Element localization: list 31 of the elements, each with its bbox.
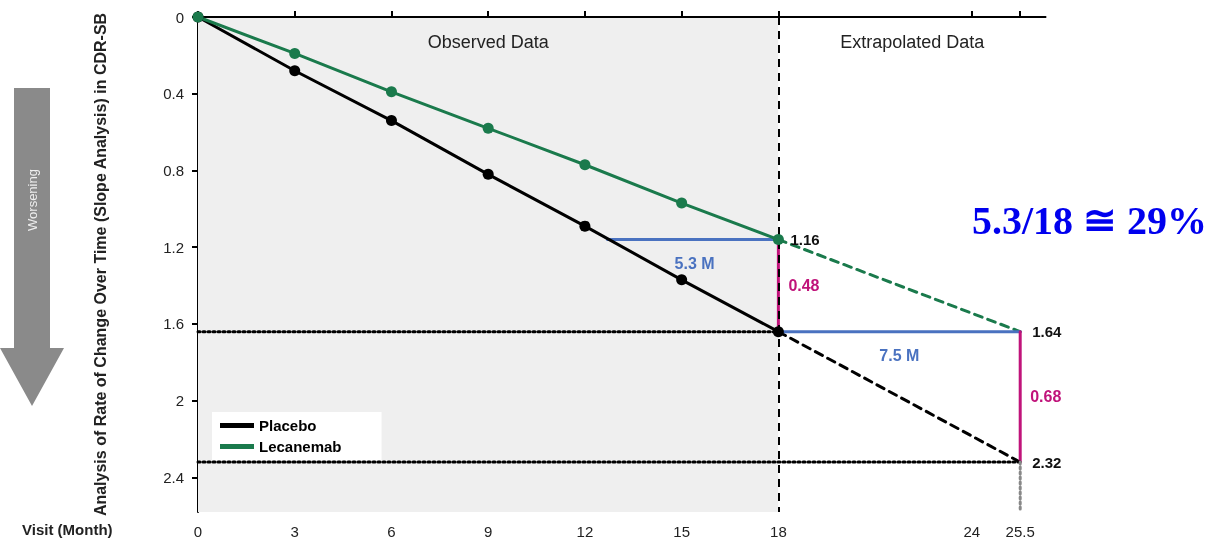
data-label: 1.64 bbox=[1032, 323, 1063, 341]
annotation: 0.68 bbox=[1030, 388, 1062, 406]
y-tick-label: 1.6 bbox=[163, 315, 184, 333]
x-tick-label: 9 bbox=[484, 523, 493, 540]
x-tick-label: 3 bbox=[290, 523, 299, 540]
x-tick-label: 0 bbox=[193, 523, 203, 540]
y-tick-label: 0.4 bbox=[163, 85, 184, 103]
legend-label: Lecanemab bbox=[259, 438, 342, 455]
x-tick-label: 18 bbox=[770, 523, 787, 540]
annotation: 7.5 M bbox=[879, 347, 920, 365]
x-tick-label: 15 bbox=[673, 523, 690, 540]
y-axis-title: Analysis of Rate of Change Over Time (Slope Analysis) in CDR-SB bbox=[91, 12, 109, 517]
legend-label: Placebo bbox=[259, 417, 317, 434]
x-tick-label: 6 bbox=[387, 523, 396, 540]
x-tick-label: 25.5 bbox=[1005, 523, 1035, 540]
band-label: Extrapolated Data bbox=[840, 32, 986, 52]
y-tick-label: 2 bbox=[175, 392, 184, 410]
annotation: 0.48 bbox=[788, 277, 820, 295]
band-label: Observed Data bbox=[427, 32, 550, 52]
y-tick-label: 2.4 bbox=[163, 468, 184, 486]
text: Worsening bbox=[24, 169, 40, 231]
x-axis-title: Visit (Month) bbox=[22, 521, 113, 538]
y-tick-label: 1.2 bbox=[163, 238, 184, 256]
x-tick-label: 12 bbox=[576, 523, 594, 540]
data-label: 1.16 bbox=[790, 231, 820, 249]
y-tick-label: 0 bbox=[175, 8, 184, 26]
annotation: 5.3 M bbox=[674, 255, 715, 273]
x-tick-label: 24 bbox=[963, 523, 981, 540]
y-tick-label: 0.8 bbox=[163, 161, 184, 179]
data-label: 2.32 bbox=[1032, 453, 1062, 471]
annotation: 5.3/18 ≅ 29% bbox=[971, 197, 1208, 243]
